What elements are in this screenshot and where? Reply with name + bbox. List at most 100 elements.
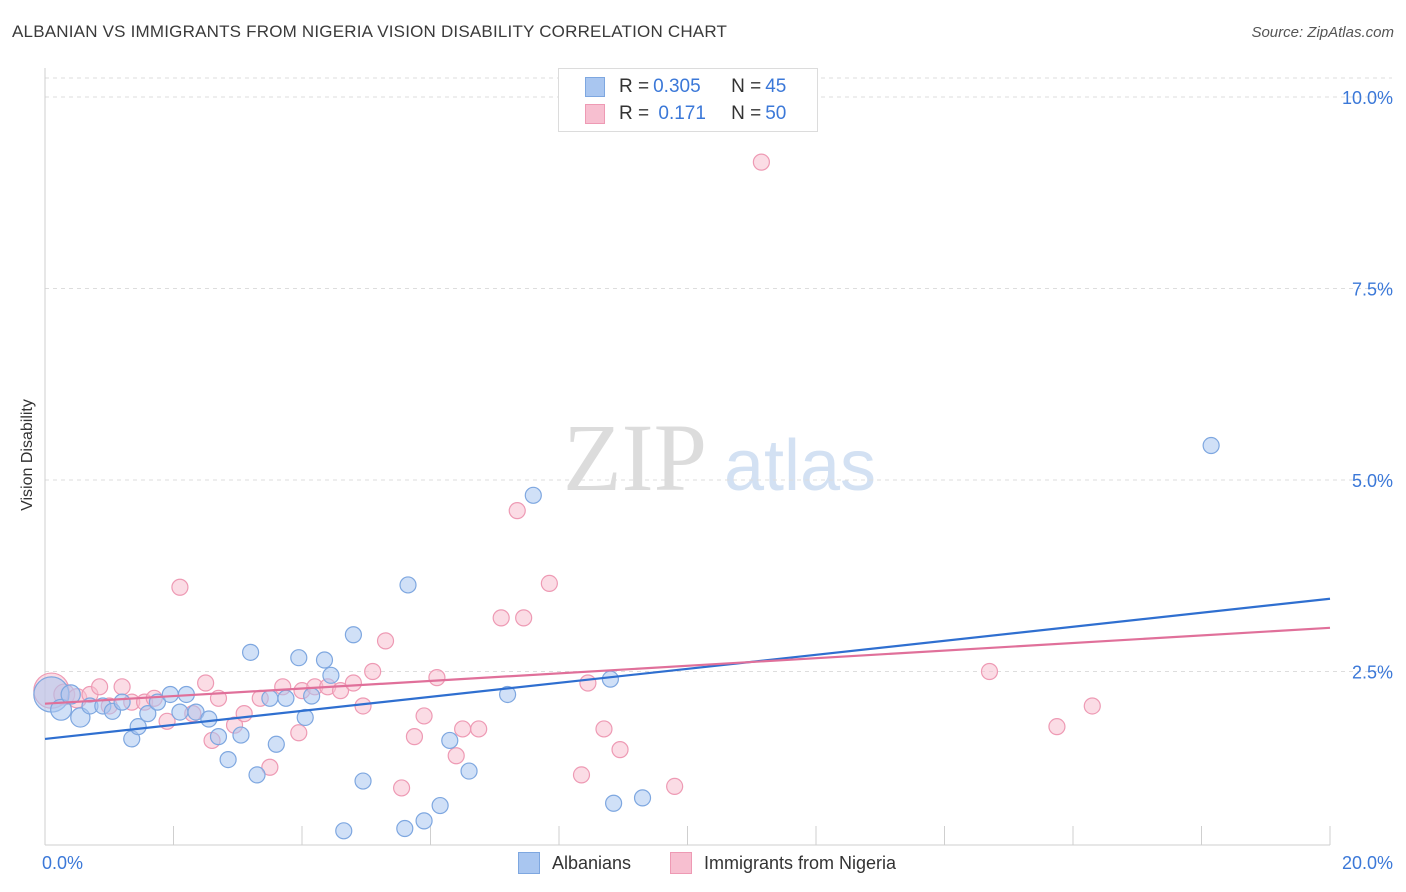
- nigeria-point: [492, 609, 510, 627]
- albanians-legend-swatch: [518, 852, 540, 874]
- nigeria-point: [470, 720, 488, 738]
- nigeria-point: [376, 632, 395, 650]
- nigeria-point: [595, 720, 613, 738]
- chart-title: ALBANIAN VS IMMIGRANTS FROM NIGERIA VISI…: [12, 22, 728, 41]
- nigeria-point: [611, 741, 629, 759]
- correlation-legend: R = 0.305 N = 45 R = 0.171 N = 50: [558, 68, 818, 132]
- albanian-point: [232, 726, 250, 744]
- nigeria-point: [752, 153, 770, 171]
- legend-row-albanians: R = 0.305 N = 45: [585, 75, 786, 99]
- nigeria-point: [91, 678, 109, 696]
- nigeria-point: [344, 674, 362, 692]
- legend-item-nigeria: Immigrants from Nigeria: [670, 852, 896, 874]
- y-tick-label: 10.0%: [1342, 88, 1393, 108]
- nigeria-point: [515, 609, 533, 627]
- n-value: 45: [765, 76, 787, 97]
- nigeria-point: [572, 766, 591, 784]
- source-label: Source: ZipAtlas.com: [1251, 24, 1394, 41]
- albanian-point: [460, 762, 478, 780]
- albanians-trend-line: [44, 597, 1331, 741]
- albanian-point: [431, 796, 449, 815]
- nigeria-point: [235, 705, 253, 723]
- albanian-point: [322, 666, 340, 684]
- albanian-point: [60, 684, 81, 705]
- nigeria-point: [428, 669, 446, 687]
- watermark-zip: ZIP: [563, 404, 707, 511]
- nigeria-point: [354, 697, 372, 715]
- albanian-point: [219, 750, 237, 769]
- albanian-point: [415, 812, 433, 830]
- albanian-point: [200, 710, 218, 728]
- nigeria-legend-swatch: [670, 852, 692, 874]
- albanian-point: [129, 718, 147, 736]
- nigeria-point: [261, 758, 279, 776]
- trend-lines: [44, 597, 1331, 741]
- x-tick-label: 0.0%: [42, 853, 83, 873]
- n-label: N =: [731, 103, 762, 124]
- nigeria-point: [980, 662, 999, 681]
- albanian-point: [267, 735, 285, 753]
- x-tick-label: 20.0%: [1342, 853, 1393, 873]
- albanian-point: [399, 576, 417, 594]
- nigeria-point: [454, 720, 472, 738]
- watermark: ZIP atlas: [563, 404, 876, 511]
- tick-labels: 2.5% 5.0% 7.5% 10.0% 0.0% 20.0%: [42, 88, 1393, 873]
- y-tick-label: 2.5%: [1352, 663, 1393, 683]
- albanian-point: [209, 728, 228, 746]
- nigeria-point: [540, 574, 558, 593]
- n-value: 50: [765, 103, 787, 124]
- y-axis-label: Vision Disability: [19, 399, 36, 511]
- n-label: N =: [731, 76, 762, 97]
- axes: [44, 68, 1331, 846]
- r-value: 0.305: [653, 76, 701, 97]
- albanian-point: [242, 643, 260, 661]
- albanians-legend-label: Albanians: [552, 852, 632, 873]
- albanian-point: [261, 689, 279, 707]
- albanian-point: [113, 693, 131, 711]
- albanian-point: [441, 731, 459, 750]
- r-label: R =: [619, 103, 650, 124]
- nigeria-point: [666, 777, 684, 796]
- albanian-point: [499, 685, 517, 704]
- nigeria-point: [197, 674, 215, 692]
- nigeria-point: [392, 779, 411, 797]
- watermark-atlas: atlas: [724, 426, 876, 506]
- nigeria-point: [579, 674, 597, 692]
- nigeria-point: [508, 502, 526, 520]
- legend-item-albanians: Albanians: [518, 852, 631, 874]
- nigeria-point: [447, 747, 465, 765]
- grid-lines: [45, 77, 1392, 672]
- y-tick-label: 7.5%: [1352, 280, 1393, 300]
- albanian-point: [139, 705, 157, 723]
- nigeria-swatch: [585, 104, 605, 124]
- nigeria-point: [1083, 697, 1101, 715]
- albanian-point: [354, 772, 372, 790]
- nigeria-point: [415, 707, 433, 725]
- nigeria-trend-line: [44, 626, 1331, 705]
- albanian-point: [303, 687, 321, 705]
- albanian-point: [601, 670, 620, 688]
- series-albanians-points: [33, 436, 1220, 840]
- r-label: R =: [619, 76, 650, 97]
- legend-row-nigeria: R = 0.171 N = 50: [585, 102, 786, 126]
- albanian-point: [524, 486, 542, 504]
- albanians-swatch: [585, 77, 605, 97]
- r-value: 0.171: [653, 103, 706, 124]
- nigeria-point: [364, 662, 382, 681]
- albanian-point: [396, 819, 414, 838]
- albanian-point: [633, 789, 652, 807]
- nigeria-legend-label: Immigrants from Nigeria: [704, 852, 897, 873]
- albanian-point: [277, 689, 295, 707]
- albanian-point: [605, 794, 623, 812]
- albanian-point: [161, 685, 179, 704]
- nigeria-point: [171, 578, 189, 596]
- nigeria-point: [405, 728, 424, 746]
- albanian-point: [248, 766, 266, 784]
- albanian-point: [50, 698, 73, 721]
- nigeria-point: [113, 678, 131, 696]
- albanian-point: [171, 703, 189, 721]
- albanian-point: [290, 649, 308, 667]
- nigeria-point: [290, 724, 308, 742]
- albanian-point: [1202, 436, 1220, 455]
